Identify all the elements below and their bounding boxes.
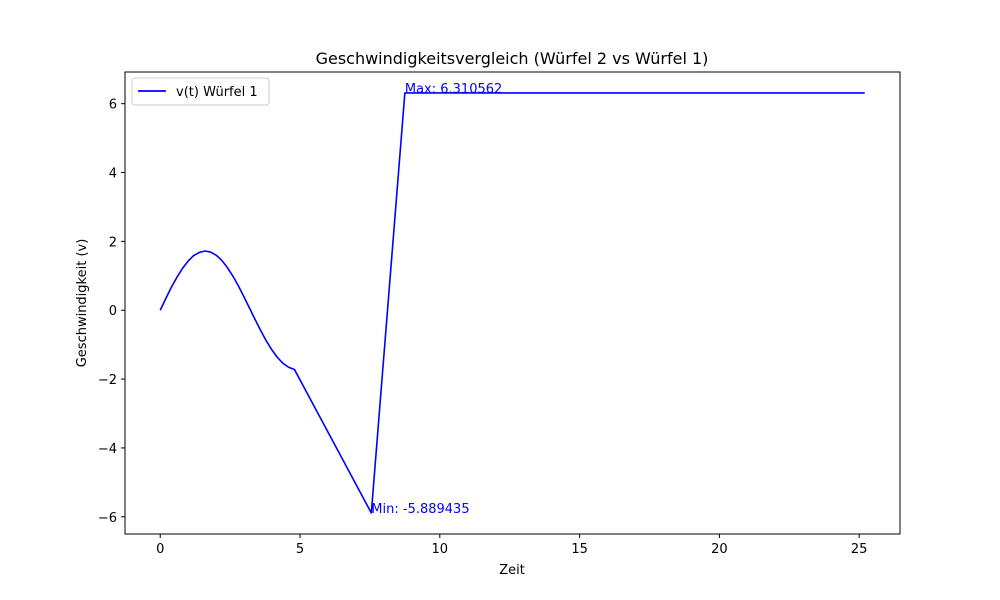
y-tick-label: 2 <box>109 235 117 250</box>
x-tick-label: 20 <box>711 542 728 557</box>
y-tick-label: 4 <box>109 167 117 182</box>
legend-box <box>131 77 270 106</box>
max-annotation: Max: 6.310562 <box>405 82 502 97</box>
y-tick-label: −4 <box>98 442 117 457</box>
x-tick-label: 0 <box>156 542 164 557</box>
legend: v(t) Würfel 1 <box>131 77 270 106</box>
x-tick-label: 5 <box>296 542 304 557</box>
x-axis: 0 5 10 15 20 25 <box>156 534 867 557</box>
x-tick-label: 25 <box>851 542 868 557</box>
series-line-0 <box>159 92 865 514</box>
y-tick-label: −2 <box>98 373 117 388</box>
y-axis: −6 −4 −2 0 2 4 6 <box>98 98 125 526</box>
y-tick-label: 0 <box>109 304 117 319</box>
x-axis-label: Zeit <box>499 563 525 578</box>
y-axis-label: Geschwindigkeit (v) <box>75 239 90 368</box>
x-tick-label: 15 <box>571 542 588 557</box>
plot-frame <box>124 71 901 535</box>
plot-area: Max: 6.310562 Min: -5.889435 <box>159 82 865 517</box>
x-tick-label: 10 <box>432 542 449 557</box>
y-tick-label: 6 <box>109 98 117 113</box>
min-annotation: Min: -5.889435 <box>371 502 469 517</box>
y-tick-label: −6 <box>98 511 117 526</box>
chart-title: Geschwindigkeitsvergleich (Würfel 2 vs W… <box>316 49 709 68</box>
legend-label: v(t) Würfel 1 <box>176 85 258 100</box>
